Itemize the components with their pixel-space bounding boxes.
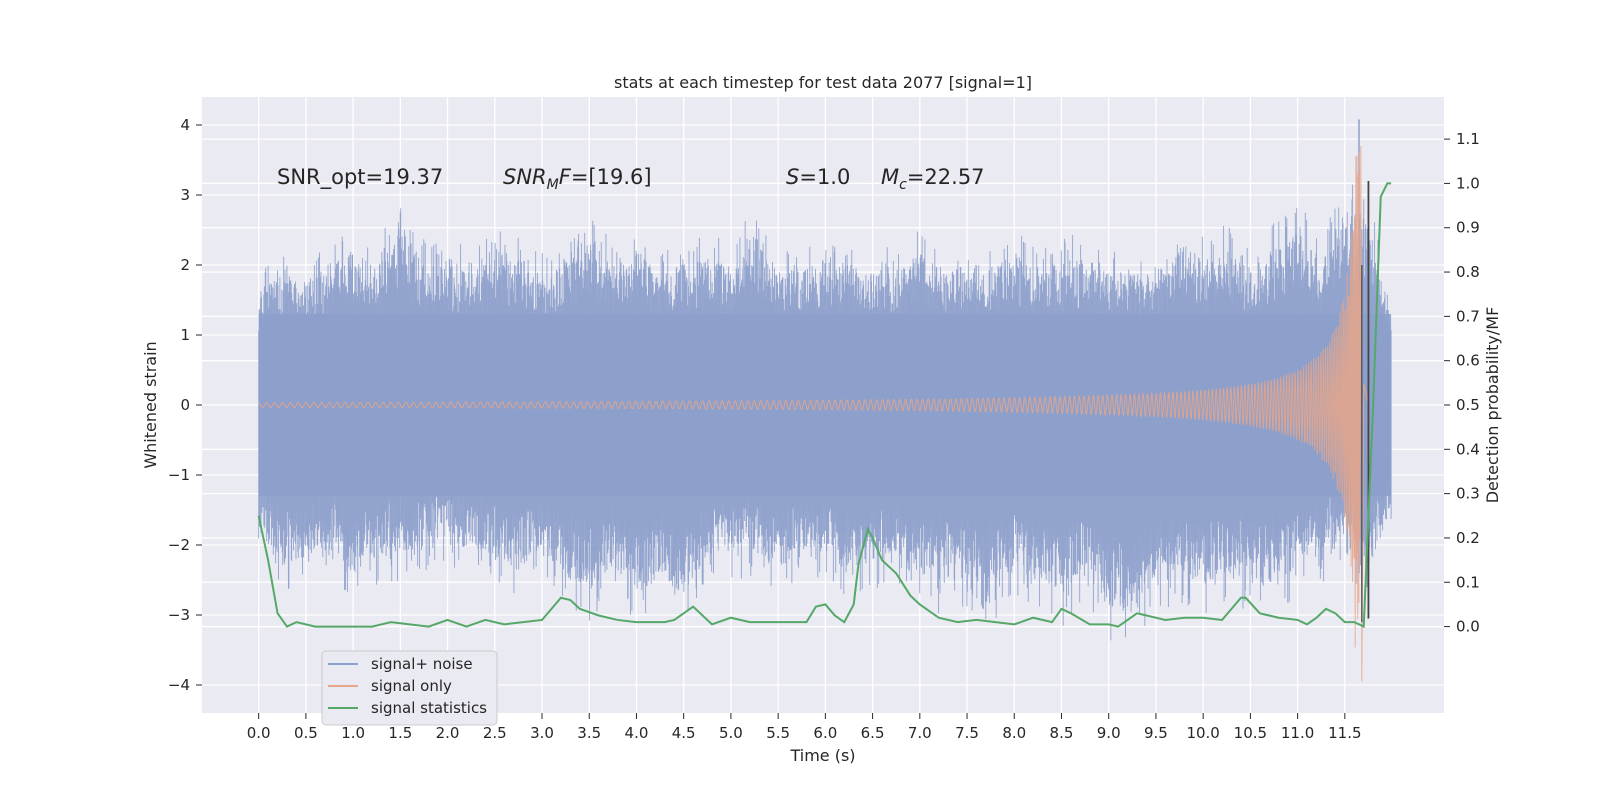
y2-tick-label: 0.7	[1456, 307, 1480, 325]
legend-label-signal-noise: signal+ noise	[371, 655, 473, 673]
y2-tick-label: 0.1	[1456, 573, 1480, 591]
y-tick-label: −3	[168, 606, 190, 624]
x-tick-label: 8.0	[1002, 724, 1026, 742]
x-tick-label: 0.5	[294, 724, 318, 742]
y-tick-label: 4	[180, 116, 190, 134]
x-tick-label: 10.0	[1186, 724, 1219, 742]
y-tick-label: 3	[180, 186, 190, 204]
y2-tick-label: 0.6	[1456, 352, 1480, 370]
y2-tick-label: 0.8	[1456, 263, 1480, 281]
x-tick-label: 2.5	[483, 724, 507, 742]
y2-tick-label: 0.0	[1456, 618, 1480, 636]
signal-only-line	[258, 145, 1369, 682]
x-tick-label: 8.5	[1050, 724, 1074, 742]
annotation-snr-mf-value: =[19.6]	[571, 165, 652, 189]
x-tick-label: 5.0	[719, 724, 743, 742]
y-tick-label: −4	[168, 676, 190, 694]
y2-tick-label: 0.3	[1456, 485, 1480, 503]
y-axis-ticks: −4 −3 −2 −1 0 1 2 3 4	[168, 116, 202, 694]
chart-title: stats at each timestep for test data 207…	[614, 73, 1032, 92]
y2-axis-ticks: 0.0 0.1 0.2 0.3 0.4 0.5 0.6 0.7 0.8 0.9 1.0 1.1	[1444, 130, 1480, 636]
y2-axis-title: Detection probability/MF	[1483, 307, 1502, 504]
x-tick-label: 1.0	[341, 724, 365, 742]
signal-statistics-series	[257, 182, 1392, 629]
annotation-s-value: =1.0	[799, 165, 850, 189]
x-tick-label: 1.5	[388, 724, 412, 742]
y-tick-label: 0	[180, 396, 190, 414]
x-tick-label: 11.5	[1328, 724, 1361, 742]
y-axis-title: Whitened strain	[141, 341, 160, 468]
y2-tick-label: 0.5	[1456, 396, 1480, 414]
y-tick-label: 2	[180, 256, 190, 274]
x-tick-label: 9.5	[1144, 724, 1168, 742]
x-tick-label: 10.5	[1234, 724, 1267, 742]
y-tick-label: −1	[168, 466, 190, 484]
annotation-snr-mf: SNRMF=[19.6]	[503, 165, 652, 193]
y2-tick-label: 0.4	[1456, 440, 1480, 458]
x-tick-label: 4.0	[625, 724, 649, 742]
y2-tick-label: 0.2	[1456, 529, 1480, 547]
y2-tick-label: 1.0	[1456, 174, 1480, 192]
x-tick-label: 6.0	[813, 724, 837, 742]
y-tick-label: −2	[168, 536, 190, 554]
annotation-s: S=1.0	[786, 165, 850, 189]
annotation-mc: Mc=22.57	[881, 165, 985, 193]
x-axis-title: Time (s)	[789, 746, 855, 765]
x-tick-label: 7.5	[955, 724, 979, 742]
x-tick-label: 7.0	[908, 724, 932, 742]
x-tick-label: 0.0	[247, 724, 271, 742]
x-tick-label: 4.5	[672, 724, 696, 742]
x-tick-label: 3.0	[530, 724, 554, 742]
annotation-mc-value: =22.57	[907, 165, 985, 189]
legend-label-signal-only: signal only	[371, 677, 452, 695]
legend-label-signal-statistics: signal statistics	[371, 699, 487, 717]
y2-tick-label: 1.1	[1456, 130, 1480, 148]
y2-tick-label: 0.9	[1456, 219, 1480, 237]
x-tick-label: 2.0	[436, 724, 460, 742]
x-axis-ticks: 0.0 0.5 1.0 1.5 2.0 2.5 3.0 3.5 4.0 4.5 5.0 5.5 6.0 6…	[247, 713, 1362, 742]
y-tick-label: 1	[180, 326, 190, 344]
x-tick-label: 11.0	[1281, 724, 1314, 742]
signal-statistics-line	[257, 182, 1392, 629]
x-tick-label: 5.5	[766, 724, 790, 742]
legend-box	[321, 650, 498, 726]
annotations: SNR_opt=19.37 SNRMF=[19.6] S=1.0 Mc=22.5…	[277, 165, 985, 193]
annotation-snr-opt: SNR_opt=19.37	[277, 165, 443, 190]
legend: signal+ noise signal only signal statist…	[321, 650, 498, 726]
x-tick-label: 6.5	[861, 724, 885, 742]
x-tick-label: 3.5	[577, 724, 601, 742]
signal-only-series	[258, 145, 1370, 682]
x-tick-label: 9.0	[1097, 724, 1121, 742]
